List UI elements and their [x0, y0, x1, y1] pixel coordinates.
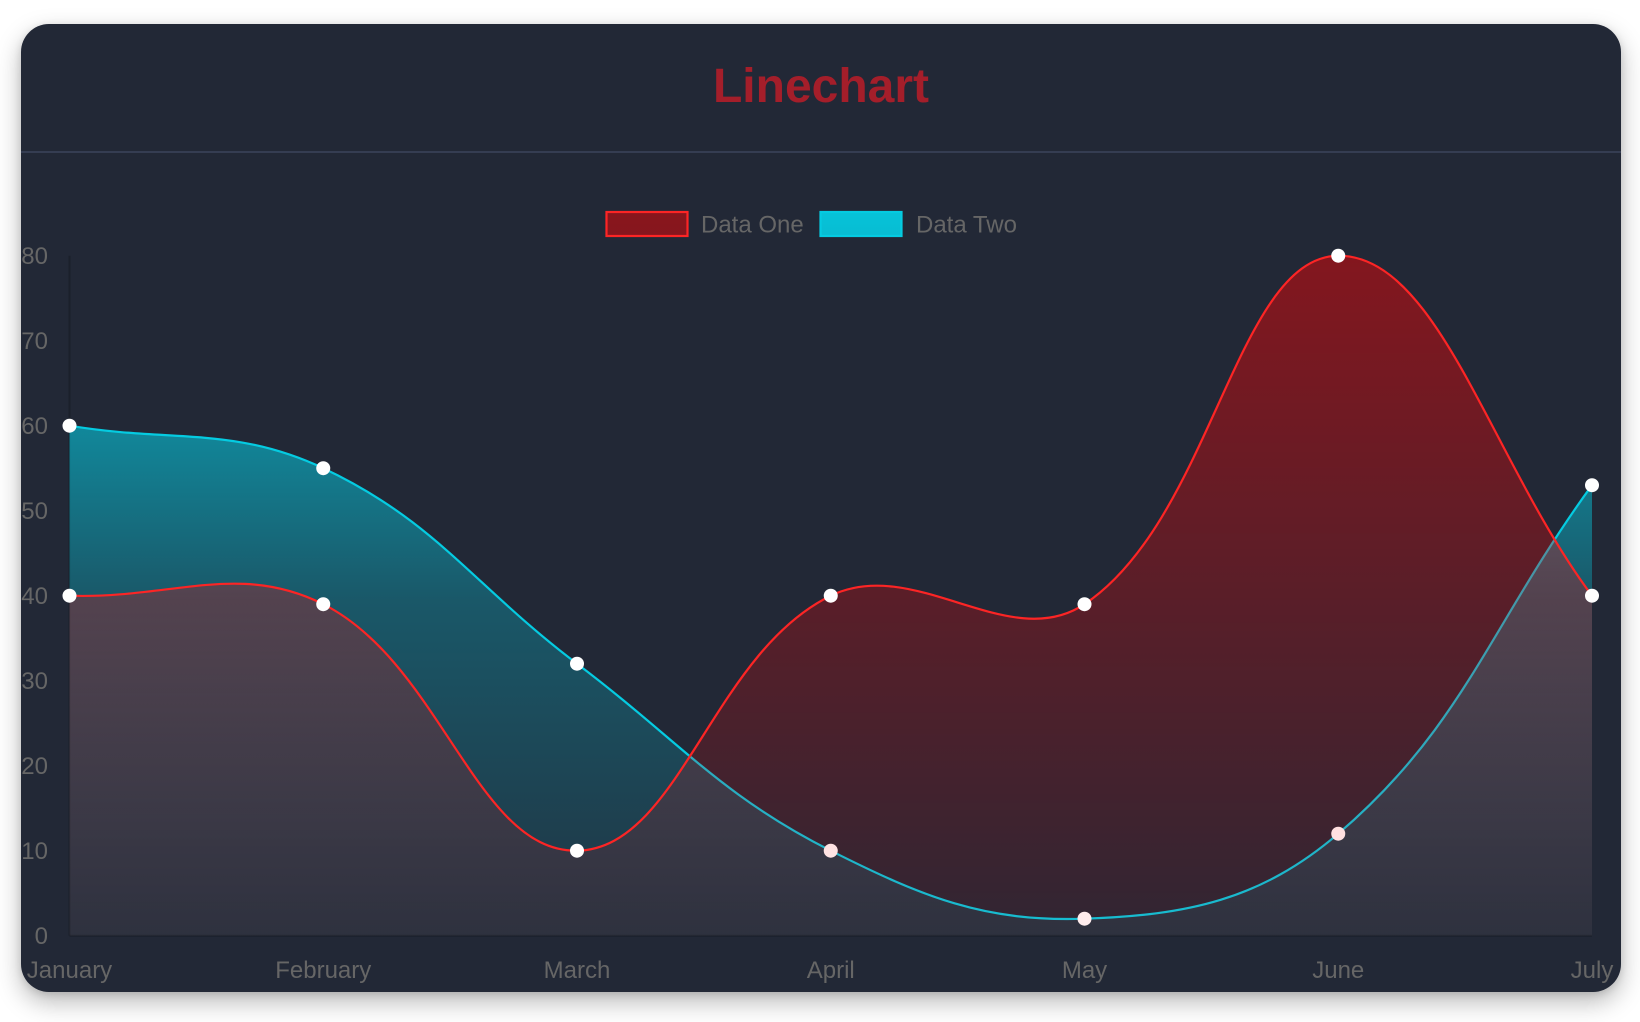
svg-text:30: 30 [21, 668, 48, 695]
svg-text:April: April [807, 957, 855, 984]
svg-text:January: January [27, 957, 112, 984]
svg-text:20: 20 [21, 753, 48, 780]
svg-text:Data Two: Data Two [916, 212, 1017, 239]
svg-text:February: February [275, 957, 371, 984]
svg-text:50: 50 [21, 498, 48, 525]
svg-text:March: March [544, 957, 611, 984]
svg-text:80: 80 [21, 243, 48, 270]
svg-text:60: 60 [21, 413, 48, 440]
svg-text:July: July [1571, 957, 1614, 984]
svg-text:0: 0 [35, 923, 48, 950]
svg-text:40: 40 [21, 583, 48, 610]
svg-text:Data One: Data One [701, 212, 804, 239]
svg-text:70: 70 [21, 328, 48, 355]
svg-text:June: June [1312, 957, 1364, 984]
svg-text:May: May [1062, 957, 1107, 984]
svg-text:10: 10 [21, 838, 48, 865]
